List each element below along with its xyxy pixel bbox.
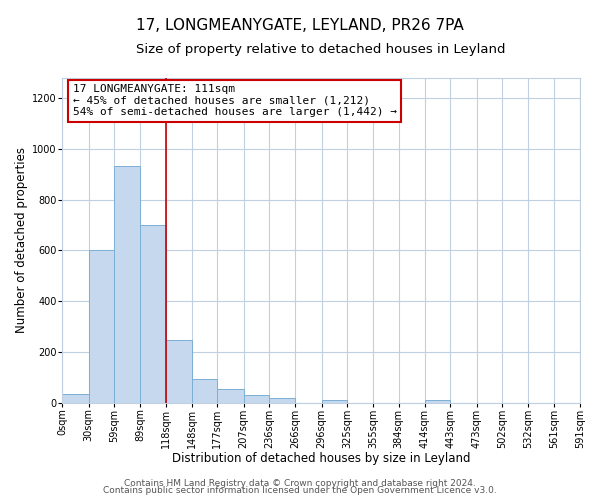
Bar — [244, 396, 269, 403]
Bar — [62, 394, 89, 403]
Y-axis label: Number of detached properties: Number of detached properties — [15, 147, 28, 333]
Bar — [89, 250, 114, 403]
X-axis label: Distribution of detached houses by size in Leyland: Distribution of detached houses by size … — [172, 452, 470, 465]
Bar — [192, 379, 217, 403]
Bar — [166, 340, 192, 403]
Text: 17, LONGMEANYGATE, LEYLAND, PR26 7PA: 17, LONGMEANYGATE, LEYLAND, PR26 7PA — [136, 18, 464, 32]
Bar — [269, 398, 295, 403]
Text: Contains HM Land Registry data © Crown copyright and database right 2024.: Contains HM Land Registry data © Crown c… — [124, 478, 476, 488]
Bar — [322, 400, 347, 403]
Title: Size of property relative to detached houses in Leyland: Size of property relative to detached ho… — [136, 42, 506, 56]
Bar — [114, 166, 140, 403]
Bar — [140, 225, 166, 403]
Bar — [217, 389, 244, 403]
Text: 17 LONGMEANYGATE: 111sqm
← 45% of detached houses are smaller (1,212)
54% of sem: 17 LONGMEANYGATE: 111sqm ← 45% of detach… — [73, 84, 397, 117]
Bar — [425, 400, 451, 403]
Text: Contains public sector information licensed under the Open Government Licence v3: Contains public sector information licen… — [103, 486, 497, 495]
